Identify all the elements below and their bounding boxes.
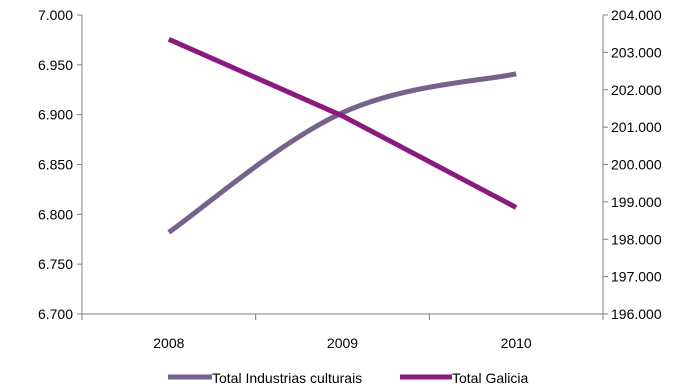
right-axis-tick-label: 200.000 — [611, 157, 662, 173]
x-axis: 2008 2009 2010 — [81, 314, 604, 351]
right-axis-tick-label: 203.000 — [611, 44, 662, 60]
right-axis-tick-label: 198.000 — [611, 231, 662, 247]
right-axis-tick-label: 201.000 — [611, 119, 662, 135]
x-axis-tick-label: 2010 — [501, 335, 532, 351]
left-axis-tick-labels: 6.700 6.750 6.800 6.850 6.900 6.950 7.000 — [38, 7, 82, 322]
legend-item: Total Galicia — [400, 370, 528, 386]
left-axis-tick-label: 7.000 — [38, 7, 73, 23]
legend-label: Total Industrias culturais — [212, 370, 362, 386]
x-axis-tick-label: 2008 — [153, 335, 184, 351]
right-axis-tick-label: 197.000 — [611, 269, 662, 285]
right-axis-tick-label: 199.000 — [611, 194, 662, 210]
left-axis-tick-label: 6.850 — [38, 157, 73, 173]
series-line-industrias-culturais — [167, 71, 517, 235]
series-lines — [167, 37, 518, 235]
left-axis-tick-label: 6.900 — [38, 107, 73, 123]
left-axis-tick-label: 6.800 — [38, 206, 73, 222]
legend-label: Total Galicia — [452, 370, 528, 386]
legend: Total Industrias culturais Total Galicia — [168, 370, 528, 386]
right-axis-tick-label: 196.000 — [611, 306, 662, 322]
right-axis-tick-label: 202.000 — [611, 82, 662, 98]
right-axis-tick-label: 204.000 — [611, 7, 662, 23]
left-axis-tick-label: 6.950 — [38, 57, 73, 73]
series-line-galicia — [167, 37, 518, 210]
right-axis-tick-labels: 196.000 197.000 198.000 199.000 200.000 201.0… — [603, 7, 662, 322]
left-axis-tick-label: 6.750 — [38, 256, 73, 272]
axes — [81, 15, 604, 315]
left-axis-tick-label: 6.700 — [38, 306, 73, 322]
x-axis-tick-label: 2009 — [327, 335, 358, 351]
legend-item: Total Industrias culturais — [168, 370, 362, 386]
